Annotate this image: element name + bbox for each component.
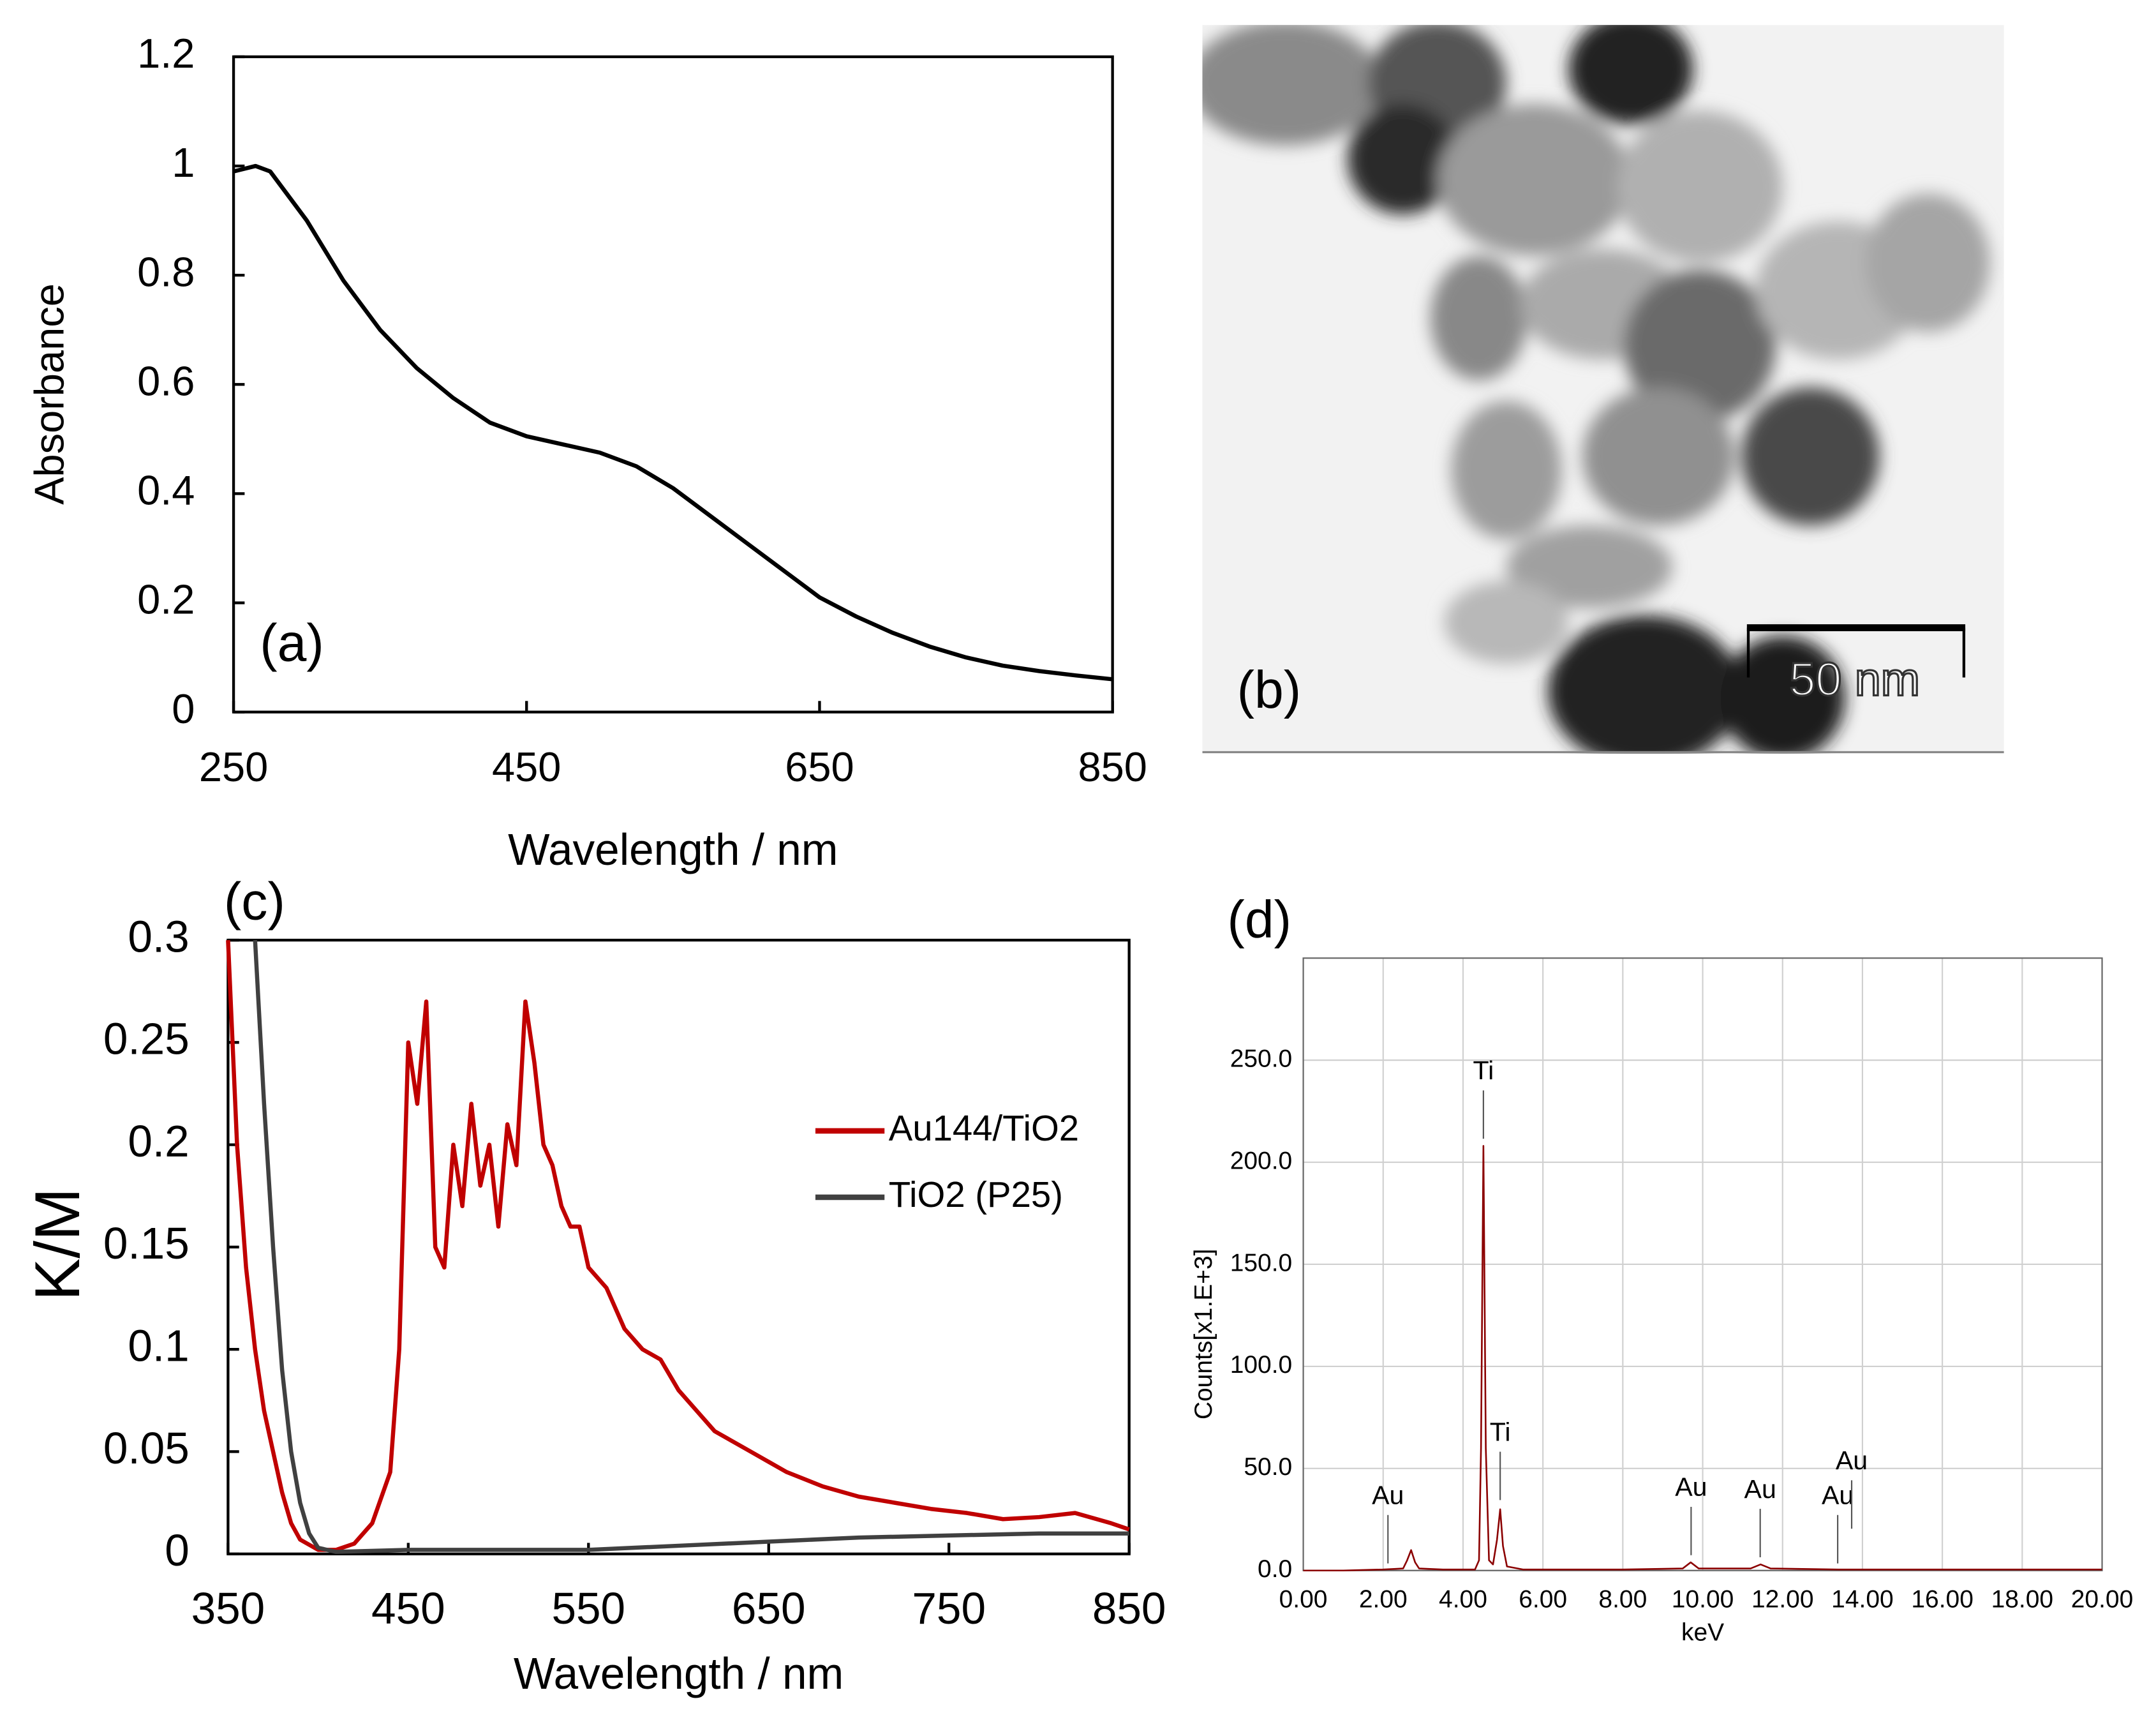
x-tick-label: 2.00 (1359, 1586, 1408, 1613)
x-tick-label: 250 (199, 744, 268, 790)
y-tick-label: 250.0 (1230, 1045, 1293, 1072)
annotation: Au (1372, 1480, 1404, 1509)
particles (1202, 25, 1991, 754)
y-tick-label: 1 (172, 139, 195, 186)
data-line (226, 939, 1130, 1552)
x-tick-label: 650 (732, 1583, 806, 1633)
panel-label: (d) (1227, 890, 1291, 949)
x-tick-label: 4.00 (1439, 1586, 1487, 1613)
y-tick-label: 0.05 (103, 1423, 190, 1473)
y-tick-label: 0.4 (137, 467, 195, 514)
annotation: Au (1836, 1446, 1868, 1475)
x-tick-label: 850 (1078, 744, 1147, 790)
x-axis-label: Wavelength / nm (508, 825, 838, 874)
y-tick-label: 150.0 (1230, 1249, 1293, 1276)
x-tick-label: 12.00 (1751, 1586, 1814, 1613)
panel-label: (c) (224, 872, 285, 931)
micrograph: 50 nm (1202, 25, 2004, 754)
legend-label: Au144/TiO2 (889, 1108, 1079, 1148)
data-line (233, 163, 1113, 682)
y-tick-label: 0.2 (128, 1116, 189, 1166)
x-tick-label: 450 (371, 1583, 445, 1633)
panel-label: (a) (260, 614, 324, 673)
x-tick-label: 10.00 (1672, 1586, 1734, 1613)
y-tick-label: 0.3 (128, 911, 189, 961)
y-axis-label: Counts[x1.E+3] (1190, 1249, 1217, 1420)
y-tick-label: 0.0 (1258, 1555, 1292, 1583)
y-tick-label: 0 (172, 685, 195, 732)
y-axis-label: K/M (22, 1188, 93, 1301)
data-line (253, 939, 1129, 1554)
annotation: Ti (1473, 1056, 1494, 1085)
annotation: Au (1675, 1472, 1707, 1502)
x-tick-label: 14.00 (1831, 1586, 1894, 1613)
y-tick-label: 0.6 (137, 357, 195, 404)
y-tick-label: 0.8 (137, 248, 195, 295)
plot-frame (227, 938, 1131, 1555)
y-tick-label: 0.25 (103, 1014, 190, 1064)
data-line (1303, 1145, 2102, 1572)
y-tick-label: 100.0 (1230, 1351, 1293, 1379)
y-tick-label: 200.0 (1230, 1147, 1293, 1174)
plot-frame (1302, 957, 2103, 1571)
y-tick-label: 1.2 (137, 30, 195, 77)
x-tick-label: 8.00 (1598, 1586, 1647, 1613)
y-tick-label: 0.1 (128, 1321, 189, 1371)
x-tick-label: 750 (912, 1583, 986, 1633)
x-axis-label: Wavelength / nm (514, 1649, 844, 1698)
y-axis-label: Absorbance (26, 283, 72, 505)
x-tick-label: 650 (785, 744, 854, 790)
x-tick-label: 18.00 (1991, 1586, 2054, 1613)
x-tick-label: 850 (1092, 1583, 1166, 1633)
x-tick-label: 6.00 (1519, 1586, 1567, 1613)
x-tick-label: 450 (492, 744, 561, 790)
x-tick-label: 350 (191, 1583, 265, 1633)
x-tick-label: 550 (551, 1583, 625, 1633)
x-tick-label: 20.00 (2071, 1586, 2134, 1613)
x-tick-label: 0.00 (1279, 1586, 1328, 1613)
y-tick-label: 0.15 (103, 1218, 190, 1268)
plot-frame (232, 55, 1114, 714)
annotation: Au (1744, 1474, 1776, 1504)
x-axis-label: keV (1681, 1619, 1724, 1647)
annotation: Ti (1490, 1417, 1511, 1446)
legend-label: TiO2 (P25) (889, 1174, 1063, 1215)
y-tick-label: 0.2 (137, 576, 195, 623)
scale-bar-label: 50 nm (1789, 653, 1920, 706)
panel-label: (b) (1237, 661, 1302, 719)
x-tick-label: 16.00 (1911, 1586, 1974, 1613)
y-tick-label: 0 (165, 1525, 190, 1575)
annotation: Au (1822, 1480, 1854, 1509)
y-tick-label: 50.0 (1244, 1453, 1292, 1481)
